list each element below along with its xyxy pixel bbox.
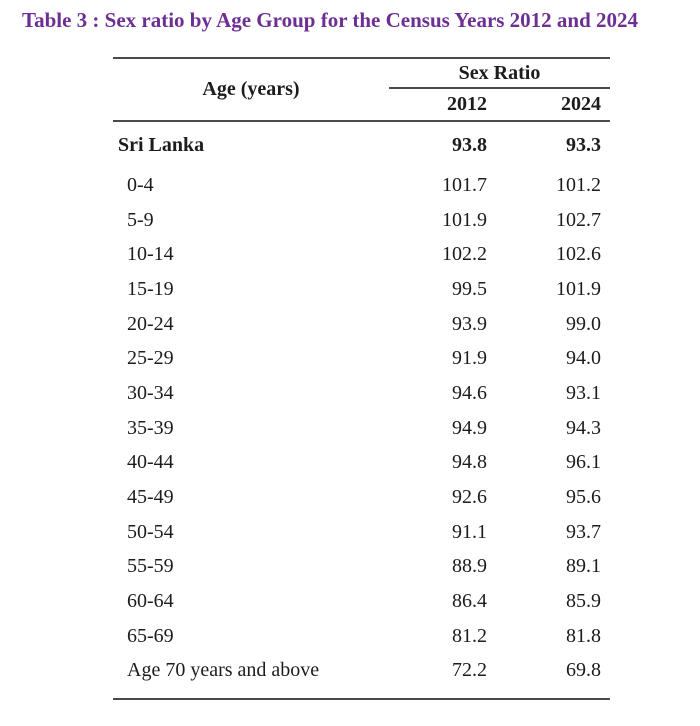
value-2012: 93.8 bbox=[452, 133, 487, 156]
value-2012: 94.8 bbox=[452, 451, 487, 474]
value-2012: 101.9 bbox=[442, 208, 487, 231]
table-row: 25-29 91.9 94.0 bbox=[113, 341, 610, 376]
age-group-label: 15-19 bbox=[127, 277, 174, 300]
value-2024: 102.7 bbox=[556, 208, 602, 231]
table-row: Age 70 years and above 72.2 69.8 bbox=[113, 654, 610, 689]
age-group-label: 5-9 bbox=[127, 208, 154, 231]
value-2012: 92.6 bbox=[452, 486, 487, 509]
age-group-label: 35-39 bbox=[127, 416, 174, 439]
value-2024: 101.9 bbox=[556, 277, 602, 300]
value-2012: 91.9 bbox=[452, 347, 487, 370]
value-2024: 95.6 bbox=[566, 486, 602, 509]
sex-ratio-group-header: Sex Ratio bbox=[389, 58, 611, 89]
value-2012: 93.9 bbox=[452, 312, 487, 335]
value-2012: 101.7 bbox=[442, 173, 487, 196]
value-2012: 86.4 bbox=[452, 590, 487, 613]
value-2024: 93.3 bbox=[566, 133, 602, 156]
value-2012: 72.2 bbox=[452, 659, 487, 682]
value-2012: 91.1 bbox=[452, 520, 487, 543]
table-row: 10-14 102.2 102.6 bbox=[113, 237, 610, 272]
value-2024: 93.1 bbox=[566, 381, 602, 404]
age-group-label: 0-4 bbox=[127, 173, 154, 196]
age-group-label: 55-59 bbox=[127, 555, 174, 578]
table-bottom-spacer bbox=[113, 688, 610, 699]
header-row-years: 2012 2024 bbox=[113, 88, 611, 122]
header-row-group: Age (years) Sex Ratio bbox=[113, 58, 611, 122]
value-2024: 102.6 bbox=[556, 243, 602, 266]
age-group-label: 30-34 bbox=[127, 381, 174, 404]
value-2024: 94.0 bbox=[566, 347, 602, 370]
value-2012: 94.9 bbox=[452, 416, 487, 439]
value-2024: 93.7 bbox=[566, 520, 602, 543]
age-group-label: 65-69 bbox=[127, 624, 174, 647]
age-group-label: Age 70 years and above bbox=[127, 659, 320, 682]
value-2012: 88.9 bbox=[452, 555, 487, 578]
age-group-label: 20-24 bbox=[127, 312, 174, 335]
table-row: 55-59 88.9 89.1 bbox=[113, 550, 610, 585]
value-2012: 81.2 bbox=[452, 624, 487, 647]
age-group-label: 25-29 bbox=[127, 347, 174, 370]
table-row: 40-44 94.8 96.1 bbox=[113, 446, 610, 481]
age-group-label: 45-49 bbox=[127, 486, 174, 509]
value-2024: 89.1 bbox=[566, 555, 602, 578]
sex-ratio-table: Age (years) Sex Ratio 2012 2024 Sri Lank… bbox=[113, 57, 611, 701]
year-header-2012: 2012 bbox=[389, 88, 500, 122]
value-2012: 102.2 bbox=[442, 243, 487, 266]
age-group-label: 50-54 bbox=[127, 520, 174, 543]
value-2024: 96.1 bbox=[566, 451, 602, 474]
value-2024: 85.9 bbox=[566, 590, 602, 613]
table-row: 15-19 99.5 101.9 bbox=[113, 272, 610, 307]
age-column-header: Age (years) bbox=[113, 58, 389, 122]
age-group-label: 60-64 bbox=[127, 590, 174, 613]
table-header: Age (years) Sex Ratio 2012 2024 bbox=[113, 58, 611, 122]
table-row: 45-49 92.6 95.6 bbox=[113, 480, 610, 515]
value-2012: 99.5 bbox=[452, 277, 487, 300]
table-row: 50-54 91.1 93.7 bbox=[113, 515, 610, 550]
table-row: 30-34 94.6 93.1 bbox=[113, 376, 610, 411]
table-row: 60-64 86.4 85.9 bbox=[113, 584, 610, 619]
value-2012: 94.6 bbox=[452, 381, 487, 404]
value-2024: 99.0 bbox=[566, 312, 602, 335]
table-row: 35-39 94.9 94.3 bbox=[113, 411, 610, 446]
value-2024: 81.8 bbox=[566, 624, 602, 647]
table-row: 0-4 101.7 101.2 bbox=[113, 168, 610, 203]
age-group-label: 10-14 bbox=[127, 243, 174, 266]
value-2024: 101.2 bbox=[556, 173, 602, 196]
value-2024: 94.3 bbox=[566, 416, 602, 439]
age-group-label: 40-44 bbox=[127, 451, 174, 474]
table-row: Sri Lanka 93.8 93.3 bbox=[113, 121, 610, 168]
table-title: Table 3 : Sex ratio by Age Group for the… bbox=[22, 8, 639, 32]
table-row: 5-9 101.9 102.7 bbox=[113, 203, 610, 238]
table-body: Sri Lanka 93.8 93.3 0-4 101.7 101.2 5-9 … bbox=[113, 121, 610, 699]
table-row: 65-69 81.2 81.8 bbox=[113, 619, 610, 654]
table-row: 20-24 93.9 99.0 bbox=[113, 307, 610, 342]
value-2024: 69.8 bbox=[566, 659, 602, 682]
year-header-2024: 2024 bbox=[500, 88, 611, 122]
age-group-label: Sri Lanka bbox=[118, 133, 205, 156]
